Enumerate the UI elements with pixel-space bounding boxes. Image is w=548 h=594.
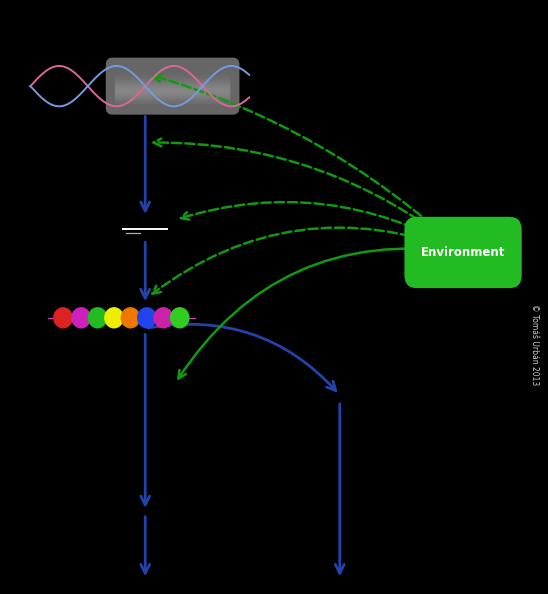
FancyBboxPatch shape: [115, 91, 230, 94]
FancyBboxPatch shape: [115, 87, 230, 90]
Circle shape: [170, 307, 190, 328]
Text: © Tomáš Urbán 2013: © Tomáš Urbán 2013: [530, 304, 539, 385]
FancyBboxPatch shape: [115, 81, 230, 83]
FancyBboxPatch shape: [115, 79, 230, 81]
FancyBboxPatch shape: [115, 90, 230, 91]
Circle shape: [153, 307, 173, 328]
Circle shape: [71, 307, 91, 328]
Circle shape: [53, 307, 73, 328]
Circle shape: [88, 307, 107, 328]
Text: Environment: Environment: [421, 246, 505, 259]
FancyBboxPatch shape: [115, 98, 230, 100]
FancyBboxPatch shape: [115, 94, 230, 96]
FancyBboxPatch shape: [106, 58, 239, 115]
Circle shape: [104, 307, 124, 328]
FancyBboxPatch shape: [404, 217, 522, 288]
FancyBboxPatch shape: [115, 100, 230, 102]
Circle shape: [121, 307, 140, 328]
FancyBboxPatch shape: [115, 86, 230, 87]
FancyBboxPatch shape: [115, 96, 230, 98]
Circle shape: [137, 307, 157, 328]
FancyBboxPatch shape: [115, 83, 230, 86]
